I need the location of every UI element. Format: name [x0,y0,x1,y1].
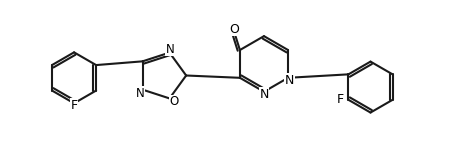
Text: N: N [259,88,268,101]
Text: F: F [70,99,78,112]
Text: N: N [166,43,174,56]
Text: O: O [169,95,178,108]
Text: N: N [136,87,144,100]
Text: F: F [337,93,343,106]
Text: N: N [284,74,294,87]
Text: O: O [229,23,239,36]
